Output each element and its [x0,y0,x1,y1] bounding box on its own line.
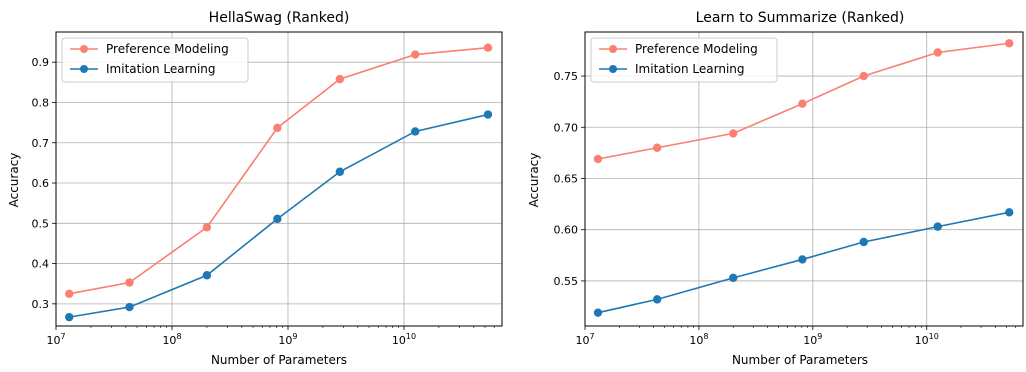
data-points [65,43,493,322]
x-tick-label: 108 [689,332,708,347]
legend: Preference Modeling Imitation Learning [590,37,778,83]
data-point-preference-modeling [411,50,420,59]
legend-label-imitation-learning: Imitation Learning [635,62,745,76]
y-tick-label: 0.60 [554,224,579,237]
data-point-imitation-learning [933,222,942,231]
plot-frame [584,31,1024,327]
y-tick-label: 0.65 [554,172,579,185]
x-tick-label: 107 [46,332,65,347]
x-tick-label: 108 [162,332,181,347]
data-point-imitation-learning [798,255,807,264]
data-point-preference-modeling [483,43,493,52]
x-tick-label: 1010 [915,332,939,347]
legend-label-preference-modeling: Preference Modeling [106,42,229,56]
data-point-preference-modeling [933,48,942,57]
chart-title: Learn to Summarize (Ranked) [696,10,905,26]
data-point-preference-modeling [593,154,603,164]
data-point-imitation-learning [65,312,74,322]
data-point-imitation-learning [593,308,603,317]
data-point-preference-modeling [202,223,212,232]
data-point-preference-modeling [798,99,807,108]
data-point-preference-modeling [125,278,134,287]
chart-hellaswag: HellaSwag (Ranked) Number of Parameters … [7,10,503,367]
legend-label-imitation-learning: Imitation Learning [106,62,216,76]
y-ticks: 0.55 0.60 0.65 0.70 0.75 [554,70,585,288]
data-point-preference-modeling [335,74,345,84]
data-point-imitation-learning [125,302,134,312]
data-point-imitation-learning [273,214,282,224]
series-line-preference-modeling [69,46,489,295]
x-axis-label: Number of Parameters [211,353,347,367]
y-axis-label: Accuracy [527,153,541,208]
x-tick-label: 109 [803,332,822,347]
data-point-imitation-learning [652,295,662,304]
data-point-imitation-learning [729,273,738,283]
x-ticks: 107 108 109 1010 [575,326,1016,347]
data-point-preference-modeling [65,289,74,298]
legend-label-preference-modeling: Preference Modeling [635,42,758,56]
data-point-preference-modeling [1005,39,1014,48]
y-tick-label: 0.55 [554,275,579,288]
y-tick-label: 0.3 [32,298,50,311]
legend-marker-imitation-learning [609,65,617,73]
y-tick-label: 0.70 [554,121,579,134]
series-lines [69,46,489,318]
data-point-preference-modeling [652,143,662,152]
legend-marker-preference-modeling [609,45,617,53]
legend-box [590,37,778,83]
y-tick-label: 0.75 [554,70,579,83]
data-points [593,39,1014,317]
y-axis-label: Accuracy [7,153,21,208]
legend: Preference Modeling Imitation Learning [61,37,249,83]
series-lines [597,42,1010,314]
y-tick-label: 0.7 [32,137,50,150]
data-point-imitation-learning [483,110,493,119]
legend-box [61,37,249,83]
data-point-preference-modeling [273,123,282,133]
chart-learn-to-summarize: Learn to Summarize (Ranked) Number of Pa… [527,10,1024,367]
data-point-imitation-learning [1005,208,1014,217]
plot-frame [55,31,503,327]
y-ticks: 0.3 0.4 0.5 0.6 0.7 0.8 0.9 [32,56,56,311]
x-axis-label: Number of Parameters [732,353,868,367]
data-point-imitation-learning [202,271,212,280]
y-tick-label: 0.5 [32,217,50,230]
x-tick-label: 107 [575,332,594,347]
y-tick-label: 0.8 [32,96,50,109]
data-point-imitation-learning [859,237,868,247]
data-point-preference-modeling [859,71,868,81]
x-tick-label: 109 [278,332,297,347]
legend-marker-preference-modeling [80,45,88,53]
data-point-imitation-learning [411,127,420,136]
data-point-preference-modeling [729,129,738,138]
y-tick-label: 0.9 [32,56,50,69]
y-tick-label: 0.4 [32,258,50,271]
data-point-imitation-learning [335,167,345,176]
chart-title: HellaSwag (Ranked) [209,10,350,26]
legend-marker-imitation-learning [80,65,88,73]
x-tick-label: 1010 [392,332,416,347]
y-tick-label: 0.6 [32,177,50,190]
x-ticks: 107 108 109 1010 [46,326,495,347]
